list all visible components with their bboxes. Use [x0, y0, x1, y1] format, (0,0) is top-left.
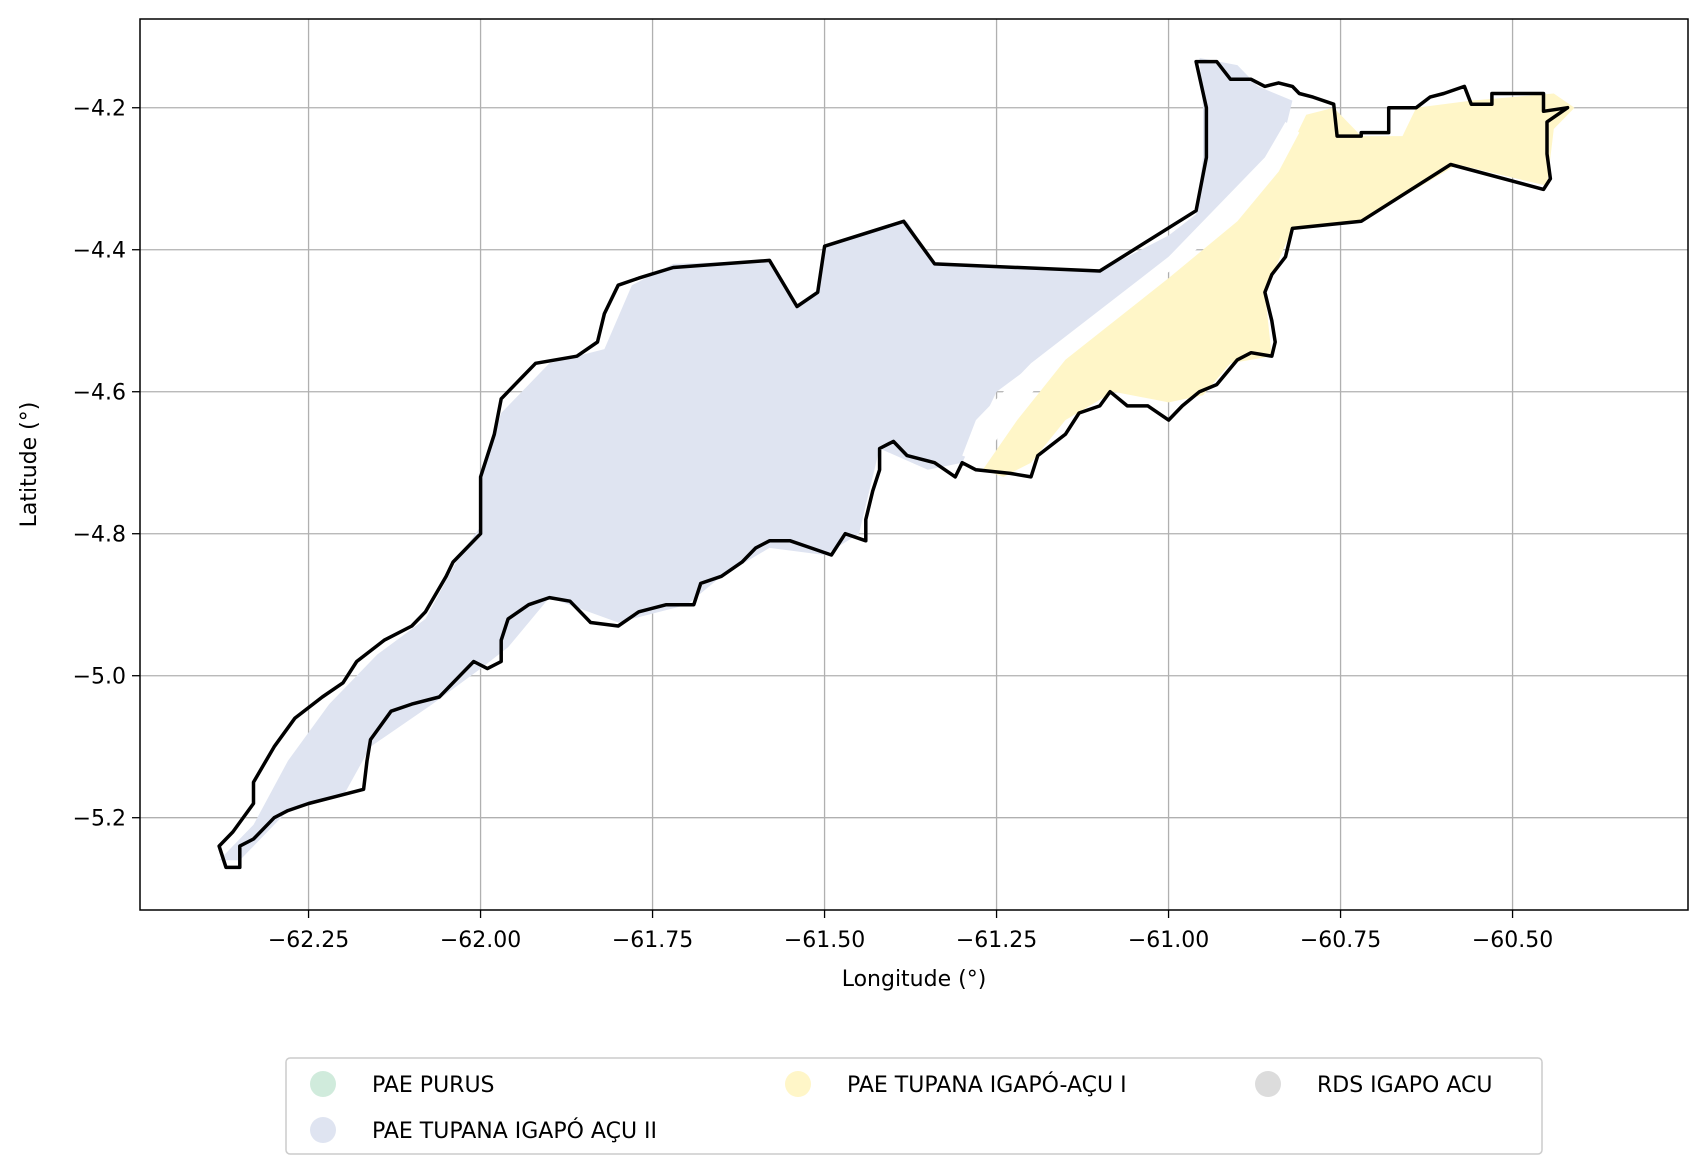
- legend-label-pae-tupana-igapo-acu-ii: PAE TUPANA IGAPÓ AÇU II: [372, 1118, 657, 1144]
- y-tick-label: −4.2: [73, 97, 126, 122]
- y-tick-label: −4.4: [73, 239, 126, 264]
- grid-lines: [140, 19, 1688, 910]
- x-tick-label: −61.75: [612, 928, 693, 953]
- legend-label-rds-igapo-acu: RDS IGAPO ACU: [1317, 1073, 1492, 1098]
- plot-frame: [139, 18, 1689, 911]
- x-tick-label: −61.25: [956, 928, 1037, 953]
- y-tick-label: −4.6: [73, 381, 126, 406]
- region-pae-tupana-igapo-acu-i: [982, 93, 1575, 477]
- legend: PAE PURUS PAE TUPANA IGAPÓ AÇU II PAE TU…: [285, 1057, 1543, 1155]
- legend-marker-pae-tupana-igapo-acu-ii: [310, 1117, 336, 1143]
- x-tick-label: −60.50: [1472, 928, 1553, 953]
- x-tick-label: −62.25: [268, 928, 349, 953]
- x-axis-ticks: −62.25 −62.00 −61.75 −61.50 −61.25 −61.00 −60.…: [268, 910, 1553, 953]
- x-axis-label: Longitude (°): [842, 967, 987, 992]
- legend-box: [285, 1057, 1543, 1155]
- y-axis-ticks: −4.2 −4.4 −4.6 −4.8 −5.0 −5.2: [73, 97, 140, 832]
- x-tick-label: −60.75: [1300, 928, 1381, 953]
- y-tick-label: −5.2: [73, 807, 126, 832]
- region-pae-tupana-igapo-acu-ii: [219, 58, 1293, 861]
- region-layer: [219, 58, 1575, 861]
- y-tick-label: −5.0: [73, 665, 126, 690]
- legend-label-pae-tupana-igapo-acu-i: PAE TUPANA IGAPÓ-AÇU I: [847, 1072, 1127, 1098]
- x-tick-label: −61.50: [784, 928, 865, 953]
- y-axis-label: Latitude (°): [17, 402, 42, 528]
- x-tick-label: −61.00: [1128, 928, 1209, 953]
- legend-marker-pae-tupana-igapo-acu-i: [785, 1071, 811, 1097]
- legend-marker-pae-purus: [310, 1071, 336, 1097]
- y-tick-label: −4.8: [73, 523, 126, 548]
- boundary-outline-layer: [217, 59, 1570, 870]
- region-gap-strip: [962, 121, 1300, 463]
- legend-label-pae-purus: PAE PURUS: [372, 1073, 495, 1098]
- legend-marker-rds-igapo-acu: [1255, 1071, 1281, 1097]
- x-tick-label: −62.00: [440, 928, 521, 953]
- reserve-boundary-outline: [217, 59, 1570, 870]
